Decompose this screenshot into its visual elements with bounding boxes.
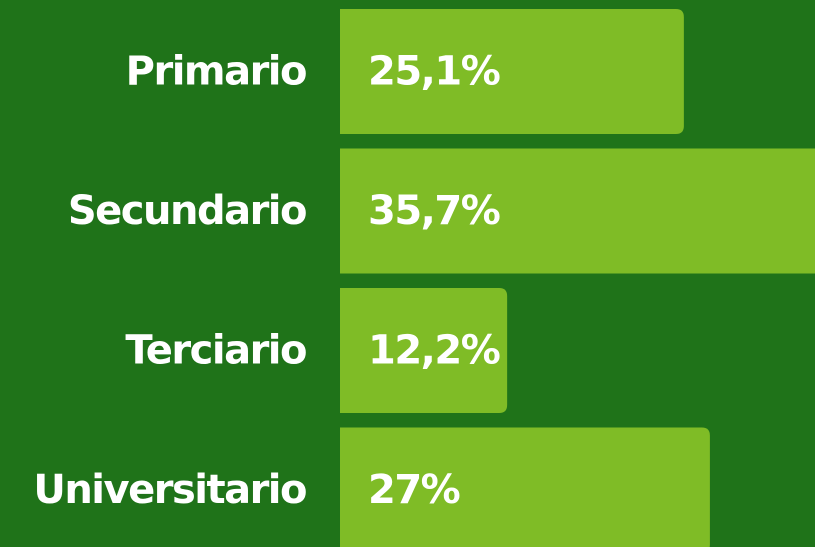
value-label: 25,1% bbox=[368, 49, 500, 95]
value-label: 35,7% bbox=[368, 188, 500, 234]
value-label: 12,2% bbox=[368, 328, 500, 374]
value-label: 27% bbox=[368, 467, 460, 513]
bar bbox=[340, 427, 710, 547]
bar bbox=[340, 288, 508, 413]
bar bbox=[340, 9, 684, 134]
bar bbox=[340, 148, 815, 274]
category-label: Primario bbox=[126, 49, 306, 95]
category-label: Universitario bbox=[33, 467, 306, 513]
category-label: Secundario bbox=[68, 188, 306, 234]
category-label: Terciario bbox=[125, 328, 306, 374]
